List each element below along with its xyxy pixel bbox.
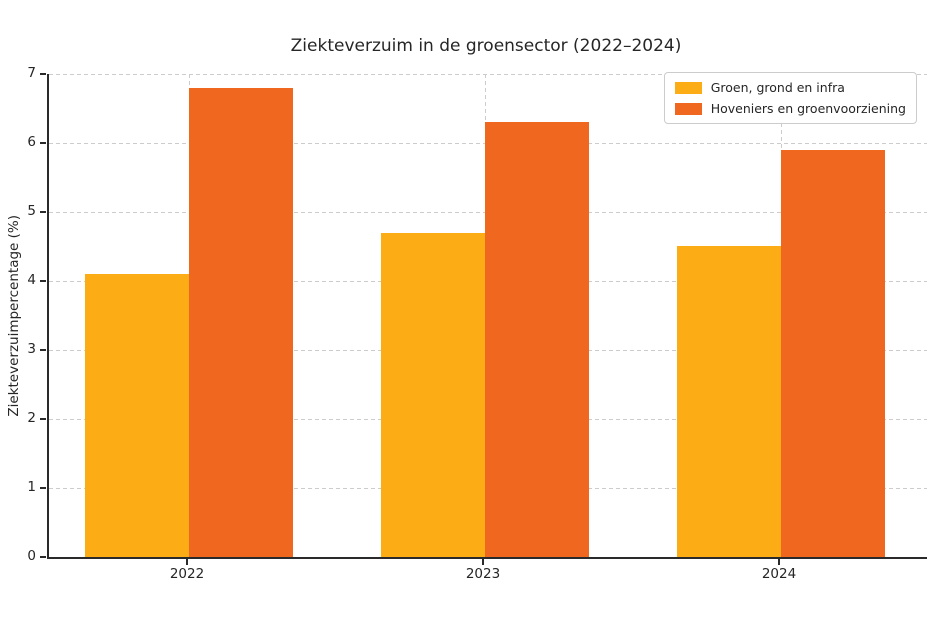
- y-tick-label-7: 7: [27, 65, 36, 81]
- y-tick-label-6: 6: [27, 134, 36, 150]
- y-tick-mark-6: [40, 142, 46, 144]
- x-tick-label-2022: 2022: [169, 566, 205, 582]
- y-tick-mark-2: [40, 418, 46, 420]
- y-tick-label-3: 3: [27, 341, 36, 357]
- legend-item-1: Groen, grond en infra: [674, 80, 906, 95]
- y-tick-mark-5: [40, 211, 46, 213]
- y-tick-label-5: 5: [27, 203, 36, 219]
- bar-2022-series-1: [85, 274, 189, 557]
- legend: Groen, grond en infra Hoveniers en groenv…: [663, 72, 917, 124]
- bar-2022-series-2: [189, 88, 293, 557]
- bar-2023-series-1: [381, 233, 485, 557]
- bar-2023-series-2: [485, 122, 589, 557]
- y-tick-label-0: 0: [27, 548, 36, 564]
- h-gridline-7: [49, 74, 927, 75]
- y-tick-label-1: 1: [27, 479, 36, 495]
- x-tick-mark-2024: [778, 559, 780, 565]
- plot-area: [47, 74, 927, 559]
- bar-2024-series-2: [781, 150, 885, 557]
- legend-swatch-icon: [674, 102, 702, 115]
- legend-item-2: Hoveniers en groenvoorziening: [674, 101, 906, 116]
- y-tick-mark-4: [40, 280, 46, 282]
- x-tick-mark-2022: [186, 559, 188, 565]
- y-tick-mark-0: [40, 556, 46, 558]
- y-tick-mark-7: [40, 73, 46, 75]
- bar-2024-series-1: [677, 246, 781, 557]
- y-tick-label-2: 2: [27, 410, 36, 426]
- y-tick-label-4: 4: [27, 272, 36, 288]
- y-tick-mark-1: [40, 487, 46, 489]
- y-tick-mark-3: [40, 349, 46, 351]
- legend-label: Hoveniers en groenvoorziening: [710, 101, 906, 116]
- x-tick-label-2023: 2023: [465, 566, 501, 582]
- legend-swatch-icon: [674, 81, 702, 94]
- legend-label: Groen, grond en infra: [710, 80, 845, 95]
- x-tick-label-2024: 2024: [761, 566, 797, 582]
- y-axis-label: Ziekteverzuimpercentage (%): [6, 214, 22, 417]
- chart-title: Ziekteverzuim in de groensector (2022–20…: [290, 36, 682, 56]
- x-tick-mark-2023: [482, 559, 484, 565]
